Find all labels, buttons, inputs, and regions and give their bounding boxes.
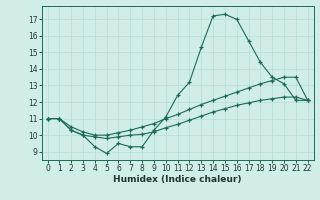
X-axis label: Humidex (Indice chaleur): Humidex (Indice chaleur) <box>113 175 242 184</box>
